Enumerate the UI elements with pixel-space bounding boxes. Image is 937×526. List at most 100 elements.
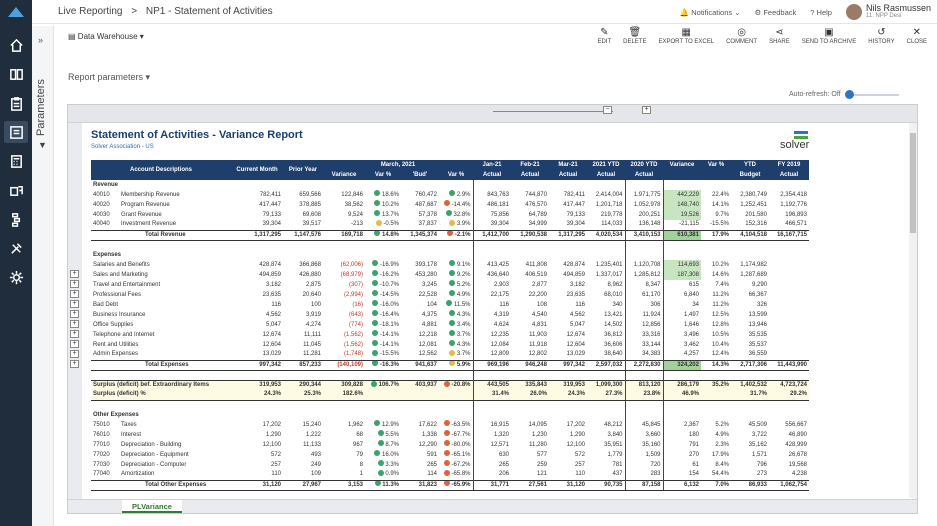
table-row[interactable] — [91, 240, 809, 250]
auto-refresh-slider[interactable] — [845, 90, 900, 99]
expand-row-button[interactable]: + — [70, 310, 79, 318]
table-row[interactable] — [91, 400, 809, 410]
value-cell: 466,571 — [785, 221, 807, 228]
edit-button[interactable]: ✎ EDIT — [597, 27, 611, 45]
expand-row-button[interactable]: + — [70, 330, 79, 338]
expand-row-button[interactable]: + — [70, 270, 79, 278]
breadcrumb-live-reporting[interactable]: Live Reporting — [58, 6, 123, 17]
table-row[interactable]: Professional Fees 23,635 20,640 (2,994) -14… — [91, 290, 809, 300]
header-cell: Var % — [439, 170, 473, 180]
table-row[interactable]: Total Expenses 997,342 857,233 (140,109) -1… — [91, 359, 809, 371]
value-cell: 114,693 — [662, 260, 701, 270]
table-row[interactable]: Rent and Utilities 12,604 11,045 (1,562) -1… — [91, 340, 809, 350]
table-row[interactable]: 40010 Membership Revenue 782,411 659,566 122… — [91, 190, 809, 200]
report-parameters-toggle[interactable]: Report parameters ▾ — [68, 72, 151, 82]
feedback-button[interactable]: ⚙ Feedback — [755, 8, 797, 17]
slider-knob[interactable] — [845, 90, 854, 99]
value-cell: 3.7% — [439, 350, 473, 360]
status-dot-icon — [374, 210, 381, 217]
process-icon[interactable] — [4, 208, 28, 230]
expand-row-button[interactable]: + — [70, 360, 79, 368]
value-cell: 11,045 — [303, 341, 321, 348]
table-row[interactable] — [91, 370, 809, 380]
expand-chevron-icon[interactable]: » — [38, 35, 44, 45]
expand-row-button[interactable]: + — [70, 320, 79, 328]
value-cell: 615 — [662, 280, 701, 290]
table-row[interactable]: 75010 Taxes 17,202 15,240 1,962 12.9% 17,622 … — [91, 420, 809, 430]
table-row[interactable]: Travel and Entertainment 3,182 2,875 (307) … — [91, 280, 809, 290]
data-source-dropdown[interactable]: ▤ Data Warehouse ▾ — [68, 32, 144, 41]
header-cell: Prior Year — [283, 160, 323, 180]
value-cell — [365, 240, 401, 250]
value-cell — [365, 390, 401, 401]
share-button[interactable]: ⋖ SHARE — [769, 27, 790, 45]
help-button[interactable]: ? Help — [810, 8, 832, 17]
table-row[interactable]: 40020 Program Revenue 417,447 378,885 38,562… — [91, 200, 809, 210]
expand-row-button[interactable]: + — [70, 280, 79, 288]
value-cell: 411,808 — [525, 261, 547, 268]
value-cell — [472, 250, 511, 260]
value-cell — [439, 180, 473, 190]
parameters-panel[interactable]: » Parameters ▼ — [32, 26, 54, 526]
close-button[interactable]: ✕ CLOSE — [907, 27, 927, 45]
value-cell — [731, 410, 769, 420]
table-row[interactable]: 77010 Depreciation - Building 12,100 11,133… — [91, 440, 809, 450]
settings-gear-icon[interactable] — [4, 266, 28, 288]
header-cell: Budget — [731, 170, 769, 180]
table-row[interactable]: 40040 Investment Revenue 39,304 39,517 -213 … — [91, 220, 809, 230]
collapse-columns-button[interactable]: − — [603, 106, 612, 114]
app-logo-icon[interactable] — [7, 6, 25, 18]
sheet-tab-plvariance[interactable]: PLVariance — [122, 500, 182, 513]
notifications-button[interactable]: 🔔 Notifications ⌄ — [679, 7, 741, 17]
filter-icon[interactable]: ▼ — [38, 140, 47, 150]
calculator-icon[interactable] — [4, 150, 28, 172]
table-row[interactable]: Sales and Marketing 494,859 426,880 (68,979… — [91, 270, 809, 280]
delete-button[interactable]: 🗑 DELETE — [623, 27, 646, 45]
expand-row-button[interactable]: + — [70, 340, 79, 348]
table-row[interactable]: Total Revenue 1,317,295 1,147,576 169,718 1… — [91, 229, 809, 241]
expand-row-button[interactable]: + — [70, 300, 79, 308]
table-row[interactable]: Revenue — [91, 180, 809, 190]
table-row[interactable]: Business Insurance 4,562 3,919 (643) -16.4%… — [91, 310, 809, 320]
history-button[interactable]: ↺ HISTORY — [868, 27, 894, 45]
dashboard-icon[interactable] — [4, 63, 28, 85]
table-row[interactable]: Expenses — [91, 250, 809, 260]
table-row[interactable]: Total Other Expenses 31,120 27,967 3,153 11… — [91, 479, 809, 491]
table-row[interactable]: 76010 Interest 1,290 1,222 68 5.5% 1,338 -67.… — [91, 430, 809, 440]
expand-row-button[interactable]: + — [70, 290, 79, 298]
table-row[interactable]: 77020 Depreciation - Equipment 572 493 79 16… — [91, 450, 809, 460]
account-description: Amortization — [121, 471, 155, 478]
table-row[interactable]: Bad Debt 116 100 (16) -16.0% 104 11.5% 116 108… — [91, 300, 809, 310]
value-cell: 206 — [472, 470, 511, 480]
vertical-scrollbar[interactable] — [909, 123, 917, 498]
table-row[interactable]: Telephone and Internet 12,674 11,111 (1,562… — [91, 330, 809, 340]
table-row[interactable]: Surplus (deficit) % 24.3% 25.3% 182.6% 31.4%… — [91, 390, 809, 401]
table-row[interactable]: 40030 Grant Revenue 79,133 69,608 9,524 13.7… — [91, 210, 809, 220]
value-cell: 35.2% — [701, 379, 731, 390]
value-cell — [231, 410, 283, 420]
value-cell: 2,367 — [662, 420, 701, 430]
header-cell: 2020 YTD — [625, 160, 663, 170]
table-row[interactable]: Other Expenses — [91, 410, 809, 420]
value-cell: 34,383 — [624, 350, 663, 360]
table-row[interactable]: Office Supplies 5,047 4,274 (774) -18.1% 4,8… — [91, 320, 809, 330]
value-cell — [365, 400, 401, 410]
account-code: 77040 — [93, 471, 110, 478]
expand-row-button[interactable]: + — [70, 350, 79, 358]
reports-icon[interactable] — [4, 121, 28, 143]
send-archive-button[interactable]: ▣ SEND TO ARCHIVE — [802, 27, 856, 45]
clipboard-icon[interactable] — [4, 92, 28, 114]
table-row[interactable]: Surplus (deficit) bef. Extraordinary Ite… — [91, 379, 809, 390]
table-row[interactable]: 77030 Depreciation - Computer 257 249 8 3.3%… — [91, 460, 809, 470]
share-icon: ⋖ — [775, 27, 784, 38]
export-excel-button[interactable]: ▦ EXPORT TO EXCEL — [658, 27, 714, 45]
user-menu[interactable]: Nils Rasmussen 11. NPP Desi — [845, 4, 931, 20]
table-row[interactable]: Salaries and Benefits 428,874 366,868 (62,0… — [91, 260, 809, 270]
table-row[interactable]: Admin Expenses 13,029 11,281 (1,748) -15.5%… — [91, 350, 809, 360]
table-row[interactable]: 77040 Amortization 110 109 1 0.9% 114 -65.8% 2… — [91, 470, 809, 480]
comment-button[interactable]: ◎ COMMENT — [726, 27, 757, 45]
data-import-icon[interactable] — [4, 179, 28, 201]
home-icon[interactable] — [4, 34, 28, 56]
tools-icon[interactable] — [4, 237, 28, 259]
expand-columns-button[interactable]: + — [642, 106, 651, 114]
